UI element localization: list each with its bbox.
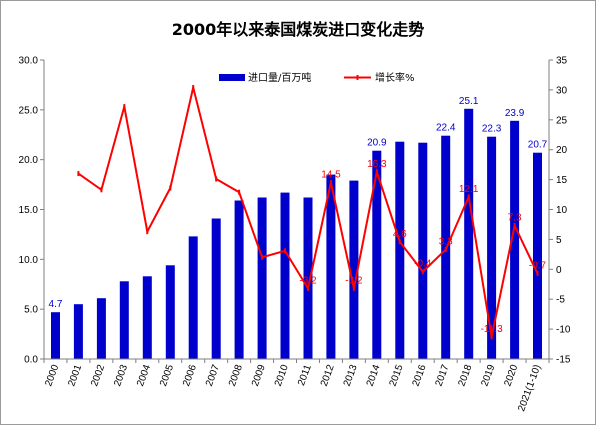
x-tick-label: 2015	[388, 363, 406, 388]
line-data-label: -0.4	[414, 259, 432, 270]
line-data-label: -3.2	[345, 275, 363, 286]
y-right-tick-label: 15	[556, 175, 568, 186]
x-tick-label: 2019	[479, 363, 497, 388]
line-data-label: -11.3	[481, 324, 503, 335]
bar	[533, 152, 542, 359]
bar	[372, 150, 382, 359]
x-tick-label: 2010	[273, 363, 291, 388]
bar-data-label: 4.7	[49, 299, 63, 310]
y-left-tick-label: 5.0	[24, 305, 38, 316]
bar	[73, 304, 83, 359]
x-tick-label: 2017	[434, 363, 452, 388]
bar	[510, 120, 520, 359]
chart-title: 2000年以来泰国煤炭进口变化走势	[172, 20, 425, 39]
line-data-label: 14.5	[321, 170, 341, 181]
y-right-tick-label: 5	[556, 235, 562, 246]
y-right-tick-label: 0	[556, 265, 562, 276]
x-tick-label: 2013	[342, 363, 360, 388]
legend: 进口量/百万吨 增长率%	[219, 71, 415, 84]
y-right-tick-label: 20	[556, 145, 568, 156]
x-tick-label: 2018	[457, 363, 475, 388]
bar	[487, 136, 497, 359]
line-data-label: 12.1	[459, 184, 479, 195]
x-tick-label: 2006	[181, 363, 199, 388]
y-left-tick-label: 0.0	[24, 355, 38, 366]
bar	[257, 197, 267, 359]
line-data-label: -3.2	[299, 275, 317, 286]
legend-bar-label: 进口量/百万吨	[248, 71, 311, 84]
x-tick-label: 2007	[204, 363, 222, 388]
y-left-tick-label: 10.0	[19, 255, 39, 266]
bar	[234, 200, 244, 359]
line-data-label: -0.7	[529, 260, 547, 271]
y-right-tick-label: -10	[556, 325, 571, 336]
line-data-label: 3.3	[439, 237, 453, 248]
bar-data-label: 25.1	[459, 96, 479, 107]
bar-data-label: 23.9	[505, 108, 525, 119]
x-tick-label: 2005	[158, 363, 176, 388]
bar	[51, 312, 60, 359]
bar-data-label: 20.7	[528, 140, 548, 151]
x-tick-label: 2000	[43, 363, 61, 388]
bar	[418, 142, 428, 359]
y-right-tick-label: 35	[556, 56, 568, 67]
x-tick-label: 2003	[112, 363, 130, 388]
bar	[165, 265, 175, 359]
legend-bar-swatch	[219, 74, 245, 81]
y-right-tick-label: 10	[556, 205, 568, 216]
x-tick-label: 2001	[66, 363, 84, 388]
bar	[119, 281, 129, 359]
y-left-tick-label: 30.0	[19, 56, 39, 67]
x-tick-label: 2002	[89, 363, 107, 388]
y-right-tick-label: 25	[556, 115, 568, 126]
bar	[395, 141, 405, 359]
line-data-label: 4.6	[393, 229, 407, 240]
x-tick-label: 2012	[319, 363, 337, 388]
bar	[464, 108, 474, 359]
bar-data-label: 22.3	[482, 124, 502, 135]
x-tick-label: 2020	[502, 363, 520, 388]
y-left-tick-label: 25.0	[19, 105, 39, 116]
y-left-tick-label: 15.0	[19, 205, 39, 216]
bar	[303, 197, 313, 359]
line-series	[77, 85, 539, 340]
bar	[349, 180, 359, 359]
line-data-label: 7.3	[508, 213, 522, 224]
bar	[280, 192, 290, 359]
x-tick-label: 2004	[135, 363, 153, 388]
bar	[188, 236, 198, 359]
bar	[96, 298, 106, 359]
bar-data-label: 20.9	[367, 138, 387, 149]
bar-series	[51, 108, 542, 359]
bar	[326, 174, 336, 359]
x-tick-label: 2014	[365, 363, 383, 388]
x-tick-label: 2009	[250, 363, 268, 388]
y-right-tick-label: -15	[556, 355, 571, 366]
x-tick-label: 2008	[227, 363, 245, 388]
x-tick-label: 2011	[296, 363, 314, 387]
bar	[211, 218, 221, 359]
x-tick-label: 2021(1-10)	[516, 363, 543, 413]
y-left-tick-label: 20.0	[19, 155, 39, 166]
y-right-tick-label: 30	[556, 85, 568, 96]
y-right-tick-label: -5	[556, 295, 565, 306]
line-data-label: 16.3	[367, 159, 387, 170]
bar	[142, 276, 152, 359]
bar-data-label: 22.4	[436, 123, 456, 134]
data-labels: 4.7 20.9 22.4 25.1 22.323.9 20.7 -3.2 14.5 -3.2 1…	[49, 96, 548, 335]
x-tick-label: 2016	[411, 363, 429, 388]
legend-line-label: 增长率%	[375, 71, 415, 84]
